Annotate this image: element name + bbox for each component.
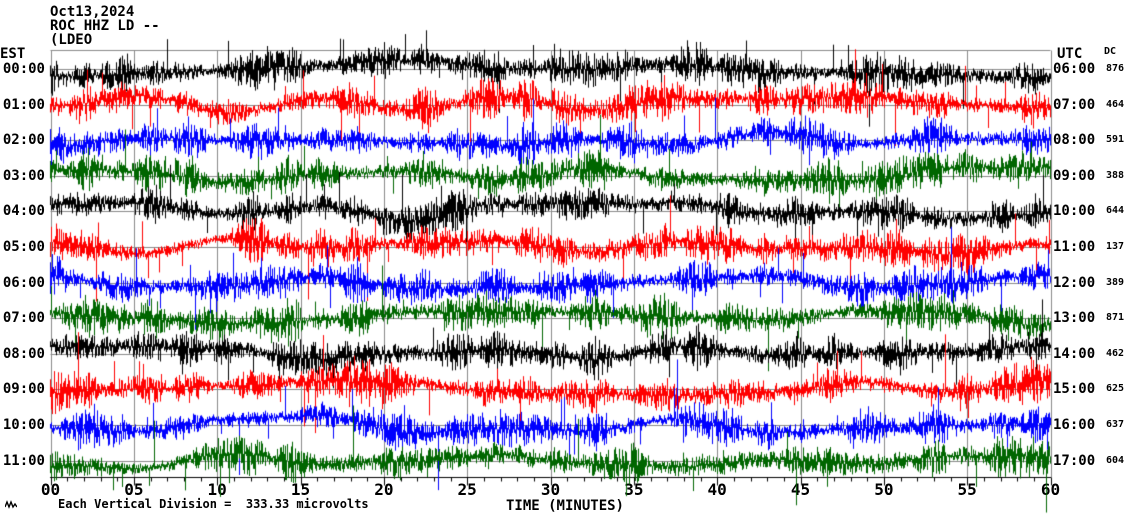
dc-value-label: 464	[1105, 98, 1124, 110]
est-time-label: 11:00	[2, 452, 45, 469]
x-axis-title: TIME (MINUTES)	[505, 498, 624, 514]
dc-value-label: 625	[1105, 383, 1124, 395]
est-time-label: 08:00	[2, 345, 45, 362]
est-time-label: 02:00	[2, 132, 45, 149]
header-station-id: ROC HHZ LD --	[50, 18, 160, 34]
x-tick-label: 60	[1040, 480, 1061, 499]
waveform-icon	[5, 500, 17, 509]
dc-value-label: 591	[1105, 134, 1124, 146]
dc-value-label: 644	[1105, 205, 1124, 217]
x-tick-label: 35	[624, 480, 644, 499]
x-tick-label: 50	[874, 480, 894, 499]
est-time-label: 00:00	[2, 61, 45, 77]
dc-value-label: 388	[1105, 169, 1124, 181]
dc-value-label: 462	[1105, 347, 1124, 359]
dc-value-label: 389	[1105, 276, 1124, 288]
est-time-label: 05:00	[2, 239, 45, 255]
est-time-label: 10:00	[2, 417, 45, 433]
x-tick-label: 00	[40, 480, 61, 499]
utc-column-header: UTC	[1057, 46, 1083, 62]
x-tick-label: 45	[790, 480, 811, 499]
header-date: Oct13,2024	[50, 4, 135, 20]
est-time-label: 04:00	[2, 203, 45, 220]
dc-value-label: 637	[1105, 419, 1124, 430]
x-tick-label: 55	[957, 480, 977, 499]
est-time-label: 01:00	[2, 96, 45, 113]
est-column-header: EST	[0, 46, 26, 62]
x-tick-label: 10	[207, 480, 227, 499]
est-time-label: 09:00	[2, 381, 45, 398]
x-tick-label: 30	[540, 480, 561, 499]
est-time-label: 03:00	[2, 167, 45, 184]
x-tick-label: 15	[290, 480, 311, 499]
plot-frame	[50, 50, 1051, 477]
x-tick-label: 40	[707, 480, 727, 499]
dc-column-header: DC	[1104, 46, 1117, 57]
est-time-label: 06:00	[2, 274, 45, 291]
dc-value-label: 876	[1105, 63, 1124, 74]
x-tick-label: 20	[374, 480, 394, 499]
dc-value-label: 871	[1105, 312, 1124, 324]
vertical-division-scale-note: Each Vertical Division = 333.33 microvol…	[58, 497, 369, 511]
dc-value-label: 604	[1105, 454, 1124, 466]
est-time-label: 07:00	[2, 310, 45, 327]
x-tick-label: 25	[457, 480, 477, 499]
header-network: (LDEO	[50, 32, 93, 48]
x-tick-label: 05	[124, 480, 144, 499]
dc-value-label: 137	[1105, 241, 1124, 252]
